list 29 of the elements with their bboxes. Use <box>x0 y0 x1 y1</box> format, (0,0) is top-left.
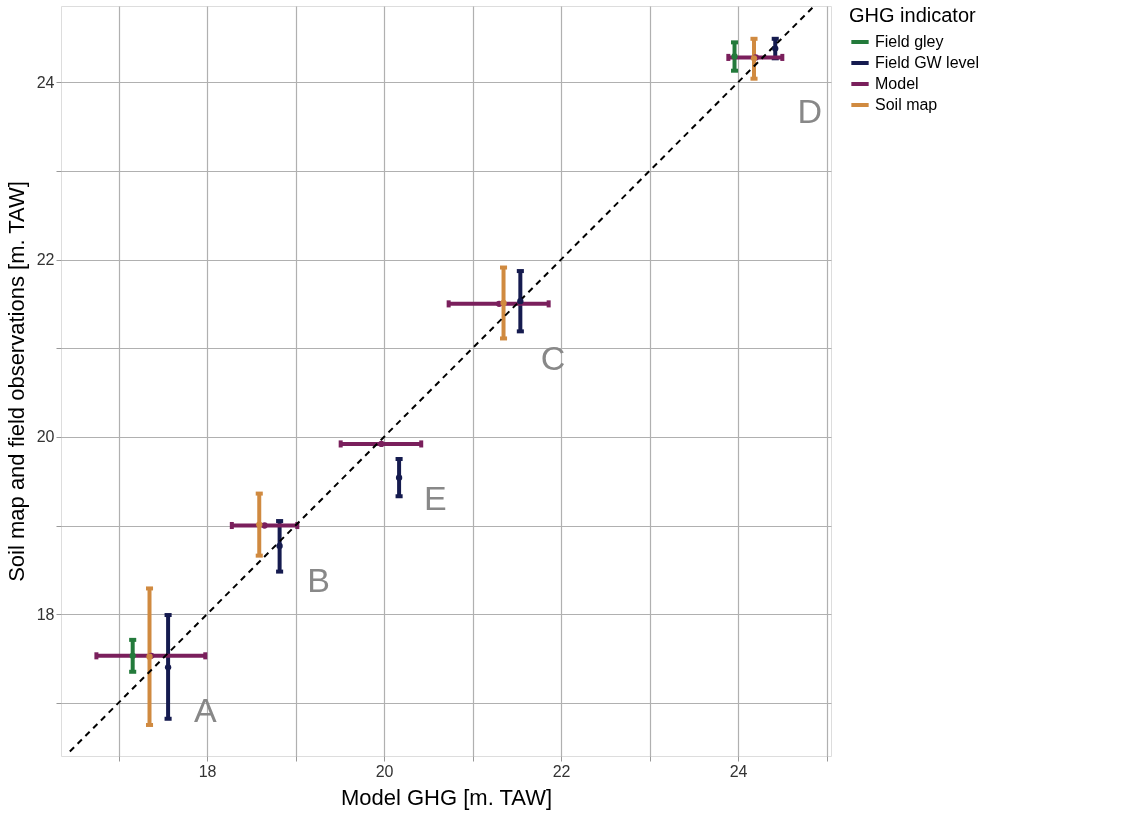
y-tick-label: 24 <box>36 73 55 91</box>
point <box>276 542 283 550</box>
y-tick-label: 22 <box>36 251 55 269</box>
point <box>256 521 263 528</box>
point <box>500 299 507 307</box>
legend-label: Model <box>875 75 919 92</box>
x-tick-label: 18 <box>198 762 217 780</box>
point <box>772 45 779 52</box>
legend-label: Field gley <box>875 33 944 50</box>
point <box>517 298 524 305</box>
point <box>261 522 268 529</box>
legend-label: Soil map <box>875 96 938 113</box>
point <box>395 474 403 481</box>
x-tick-label: 22 <box>552 762 571 780</box>
annotation: E <box>424 478 447 517</box>
point <box>164 664 172 671</box>
x-tick-label: 24 <box>729 762 748 780</box>
annotation: D <box>797 92 823 131</box>
legend-title: GHG indicator <box>849 4 977 26</box>
x-tick-label: 20 <box>375 762 394 780</box>
y-tick-label: 20 <box>36 428 55 446</box>
y-tick-label: 18 <box>36 605 55 623</box>
y-axis-title: Soil map and field observations [m. TAW] <box>3 181 29 582</box>
x-axis-title: Model GHG [m. TAW] <box>340 784 553 810</box>
annotation: B <box>307 560 330 599</box>
point <box>129 652 136 659</box>
point <box>378 440 385 448</box>
point <box>731 53 738 60</box>
legend-label: Field GW level <box>875 54 980 71</box>
